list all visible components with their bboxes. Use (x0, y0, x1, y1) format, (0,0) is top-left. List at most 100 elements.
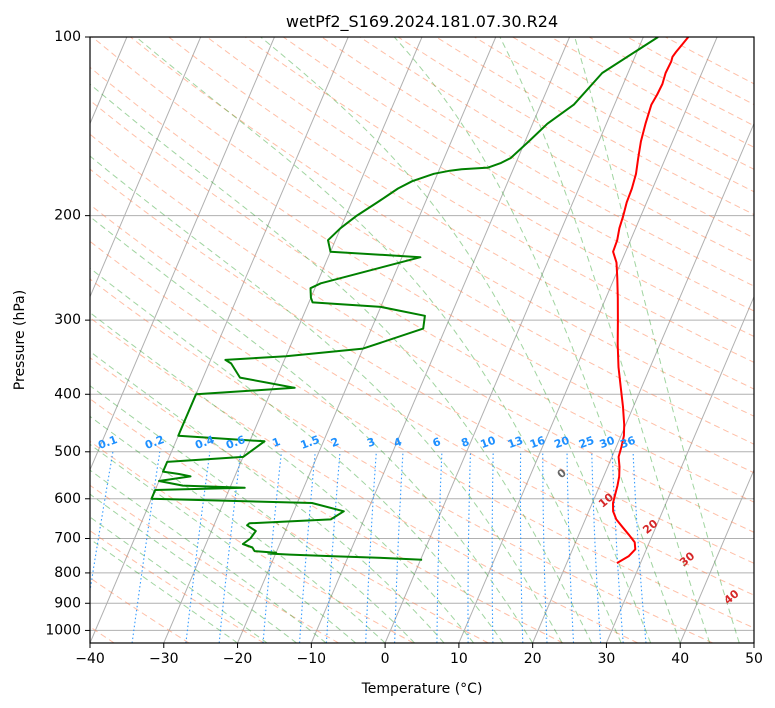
isotherm-line (90, 37, 275, 472)
x-tick-label: −10 (297, 651, 327, 667)
mixing-ratio-label: 1.5 (299, 433, 322, 452)
moist-adiabat-line (90, 415, 386, 643)
moist-adiabat-line (135, 37, 622, 643)
dry-adiabat-line (90, 357, 564, 643)
dry-adiabat-line (90, 204, 754, 596)
dry-adiabat-line (90, 398, 489, 643)
isotherm-line (458, 37, 718, 643)
moist-adiabat-line (90, 215, 534, 643)
moist-adiabat-label: 20 (640, 517, 660, 537)
mixing-ratio-line (436, 451, 443, 643)
x-tick-label: 50 (745, 651, 763, 667)
moist-adiabat-label: 40 (721, 587, 741, 607)
mixing-ratio-label: 16 (528, 434, 547, 452)
y-tick-label: 500 (54, 444, 81, 460)
dry-adiabat-line (130, 37, 754, 417)
y-tick-label: 1000 (45, 622, 81, 638)
dry-adiabat-line (665, 37, 754, 85)
temperature-profile-line (612, 37, 690, 564)
mixing-ratio-label: 4 (392, 435, 404, 450)
mixing-ratio-label: 30 (598, 434, 617, 452)
y-tick-label: 800 (54, 565, 81, 581)
mixing-ratio-line (185, 451, 211, 643)
moist-adiabat-line (90, 155, 563, 643)
mixing-ratio-line (519, 451, 524, 643)
dry-adiabat-line (90, 168, 754, 564)
mixing-ratio-line (491, 451, 494, 643)
isotherm-line (753, 641, 754, 643)
dry-adiabat-line (283, 37, 754, 312)
mixing-ratio-line (467, 451, 472, 643)
x-tick-label: 0 (381, 651, 390, 667)
isotherm-line (163, 37, 423, 643)
mixing-ratio-label: 0.6 (224, 433, 247, 452)
mixing-ratio-label: 3 (365, 435, 377, 450)
x-tick-label: 30 (598, 651, 616, 667)
mixing-ratio-label: 10 (479, 434, 498, 452)
moist-adiabat-line (90, 350, 445, 643)
mixing-ratio-line (566, 451, 575, 643)
isotherm-line (605, 295, 754, 643)
dry-adiabat-line (90, 440, 414, 643)
mixing-ratio-label: 25 (577, 434, 596, 451)
dry-adiabat-line (244, 37, 754, 337)
moist-adiabat-line (90, 538, 238, 643)
dry-adiabat-line (359, 37, 754, 263)
mixing-ratio-label: 0.1 (96, 433, 119, 452)
mixing-ratio-label: 0.2 (143, 433, 166, 452)
x-tick-label: 10 (450, 651, 468, 667)
moist-adiabat-line (260, 37, 652, 643)
dry-adiabat-line (90, 317, 639, 643)
y-tick-label: 700 (54, 531, 81, 547)
isotherm-line (384, 37, 644, 643)
x-tick-label: 20 (524, 651, 542, 667)
profile-series (150, 37, 690, 564)
x-tick-label: 40 (671, 651, 689, 667)
isotherm-line (90, 37, 202, 298)
moist-adiabat-line (90, 516, 268, 643)
mixing-ratio-line (218, 451, 242, 643)
dry-adiabat-line (550, 37, 754, 148)
mixing-ratio-line (325, 451, 341, 643)
x-axis-label: Temperature (°C) (361, 681, 483, 697)
mixing-ratio-label: 8 (459, 435, 471, 450)
dry-adiabat-line (90, 484, 339, 643)
dewpoint-profile-line (150, 37, 659, 561)
isotherm-line (237, 37, 497, 643)
axis-ticks: −40 −30 −20 −10 0 10 20 30 40 5010020030040050060… (45, 29, 763, 667)
dry-adiabat-line (474, 37, 754, 193)
dry-adiabat-line (90, 240, 754, 629)
plot-frame (89, 36, 755, 644)
dry-adiabat-line (90, 278, 713, 643)
moist-adiabat-line (90, 385, 415, 643)
mixing-ratio-line (90, 451, 114, 595)
y-tick-label: 300 (54, 312, 81, 328)
moist-adiabat-line (499, 37, 711, 643)
x-tick-label: −20 (223, 651, 253, 667)
dry-adiabat-line (90, 99, 754, 503)
mixing-ratio-line (394, 451, 404, 643)
y-axis-label: Pressure (hPa) (12, 290, 28, 390)
moist-adiabat-line (90, 469, 327, 643)
mixing-ratio-line (591, 451, 602, 643)
y-tick-label: 900 (54, 595, 81, 611)
mixing-ratio-line (262, 451, 283, 643)
mixing-ratio-label: 36 (618, 434, 637, 452)
mixing-ratio-label: 13 (506, 434, 525, 451)
isotherm-line (90, 37, 349, 643)
dry-adiabat-line (627, 37, 754, 106)
moist-adiabat-line (393, 37, 681, 643)
chart-title: wetPf2_S169.2024.181.07.30.R24 (286, 12, 558, 32)
mixing-ratio-line (365, 451, 377, 643)
dry-adiabat-line (91, 37, 754, 445)
moist-adiabat-line (90, 443, 356, 643)
line-labels: -100-90-80-70-60-50-40-30-20-100.10.20.4… (96, 433, 742, 607)
isotherm-line (532, 122, 754, 643)
mixing-ratio-label: 2 (329, 435, 341, 450)
y-tick-label: 100 (54, 29, 81, 45)
isotherm-line (679, 468, 754, 643)
moist-adiabat-line (90, 267, 504, 643)
moist-adiabat-line (90, 493, 297, 643)
dry-adiabat-line (90, 530, 265, 643)
